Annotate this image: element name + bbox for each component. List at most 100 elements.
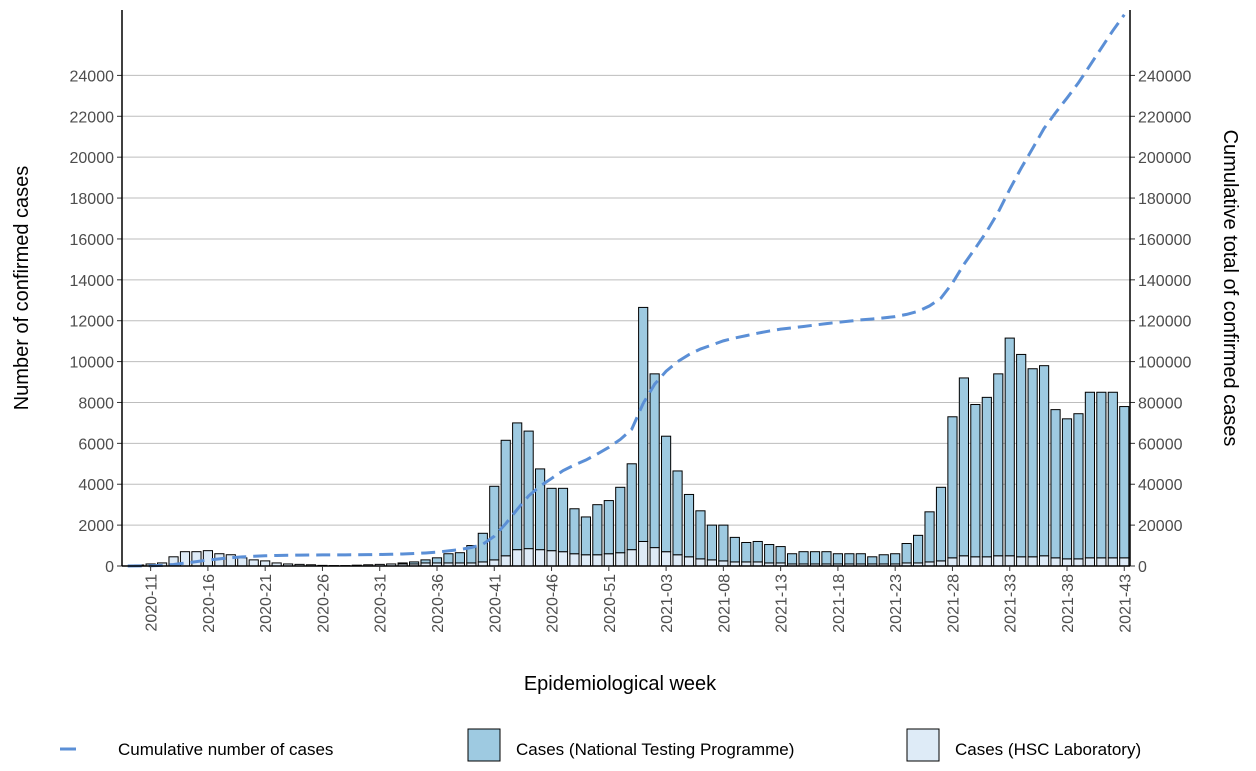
legend-label: Cases (National Testing Programme) bbox=[516, 740, 794, 759]
bar bbox=[512, 549, 523, 567]
bar bbox=[489, 559, 500, 567]
y2-tick-label: 240000 bbox=[1138, 68, 1191, 85]
x-tick-label: 2020-11 bbox=[144, 574, 161, 632]
y-tick-label: 14000 bbox=[70, 273, 115, 290]
bar bbox=[1084, 557, 1095, 567]
bar bbox=[1107, 557, 1118, 567]
x-tick-label: 2021-43 bbox=[1117, 574, 1134, 633]
bar bbox=[592, 504, 603, 556]
bar bbox=[809, 551, 821, 565]
x-tick-label: 2020-51 bbox=[602, 574, 619, 633]
bar bbox=[718, 524, 729, 562]
bar bbox=[775, 546, 786, 564]
bar bbox=[901, 543, 912, 564]
bar bbox=[603, 500, 614, 555]
bar bbox=[683, 556, 695, 567]
x-tick-label: 2021-38 bbox=[1060, 574, 1077, 633]
bar bbox=[970, 556, 981, 567]
bar bbox=[1073, 413, 1084, 560]
bar bbox=[947, 416, 958, 559]
x-tick-label: 2020-41 bbox=[487, 574, 504, 633]
y-tick-label: 16000 bbox=[70, 232, 115, 249]
bar bbox=[993, 555, 1004, 567]
x-tick-label: 2021-13 bbox=[774, 574, 791, 633]
bar bbox=[1027, 368, 1038, 558]
bar bbox=[592, 554, 603, 567]
bar bbox=[981, 556, 992, 567]
bar bbox=[489, 485, 500, 561]
bar bbox=[924, 511, 935, 563]
bar bbox=[580, 516, 591, 556]
bar bbox=[695, 558, 706, 567]
bar bbox=[615, 552, 626, 567]
x-tick-label: 2020-26 bbox=[315, 574, 332, 633]
bar bbox=[752, 540, 763, 563]
y2-tick-label: 120000 bbox=[1138, 314, 1191, 331]
bar bbox=[260, 560, 271, 567]
bar bbox=[683, 493, 695, 558]
x-tick-label: 2021-08 bbox=[716, 574, 733, 633]
bar bbox=[787, 553, 798, 565]
x-tick-label: 2020-21 bbox=[258, 574, 275, 633]
y-tick-label: 4000 bbox=[78, 477, 114, 494]
y2-tick-label: 140000 bbox=[1138, 273, 1191, 290]
bar bbox=[443, 553, 454, 564]
y2-axis-title: Cumulative total of confirmed cases bbox=[1219, 130, 1241, 447]
y-tick-label: 10000 bbox=[70, 355, 115, 372]
bar bbox=[672, 554, 683, 567]
bar bbox=[1050, 557, 1061, 567]
bar bbox=[706, 559, 717, 567]
y2-tick-label: 100000 bbox=[1138, 355, 1191, 372]
y-tick-label: 22000 bbox=[70, 109, 115, 126]
bar bbox=[1061, 418, 1073, 560]
legend-swatch bbox=[906, 728, 940, 762]
bar bbox=[500, 555, 511, 567]
bar bbox=[1050, 409, 1061, 559]
bar bbox=[638, 540, 649, 567]
bar bbox=[191, 551, 202, 567]
bar bbox=[855, 553, 866, 565]
bar bbox=[935, 486, 947, 562]
bar bbox=[397, 562, 408, 565]
x-tick-label: 2021-03 bbox=[659, 574, 676, 633]
x-tick-label: 2021-33 bbox=[1003, 574, 1020, 633]
bar bbox=[1004, 337, 1015, 557]
bar bbox=[523, 430, 534, 550]
bar bbox=[798, 551, 809, 565]
bar bbox=[741, 541, 752, 563]
x-tick-label: 2020-36 bbox=[430, 574, 447, 633]
bar bbox=[535, 549, 546, 567]
y-tick-label: 24000 bbox=[70, 68, 115, 85]
bar bbox=[764, 544, 775, 564]
bar bbox=[981, 396, 992, 558]
y2-tick-label: 0 bbox=[1138, 559, 1147, 576]
bar bbox=[970, 404, 981, 558]
x-tick-label: 2021-18 bbox=[831, 574, 848, 633]
bar bbox=[672, 470, 683, 556]
bar bbox=[890, 553, 901, 565]
legend-label: Cumulative number of cases bbox=[118, 740, 333, 759]
bar bbox=[1016, 556, 1027, 567]
bar bbox=[1119, 557, 1130, 567]
bar bbox=[993, 373, 1004, 557]
bar bbox=[958, 377, 969, 557]
y-tick-label: 0 bbox=[105, 559, 114, 576]
bar bbox=[1039, 365, 1050, 557]
bar bbox=[695, 510, 706, 560]
bar bbox=[512, 422, 523, 551]
bar bbox=[821, 551, 832, 565]
bar bbox=[649, 373, 660, 549]
bar bbox=[626, 549, 637, 567]
bar bbox=[535, 468, 546, 551]
legend-label: Cases (HSC Laboratory) bbox=[955, 740, 1141, 759]
y2-tick-label: 180000 bbox=[1138, 191, 1191, 208]
bar bbox=[1096, 557, 1107, 567]
cumulative-line bbox=[127, 13, 1126, 568]
bar bbox=[409, 561, 420, 565]
bar bbox=[1084, 391, 1095, 559]
y2-tick-label: 60000 bbox=[1138, 436, 1183, 453]
x-tick-label: 2020-31 bbox=[373, 574, 390, 633]
bar bbox=[1073, 558, 1084, 567]
bar bbox=[638, 306, 649, 542]
